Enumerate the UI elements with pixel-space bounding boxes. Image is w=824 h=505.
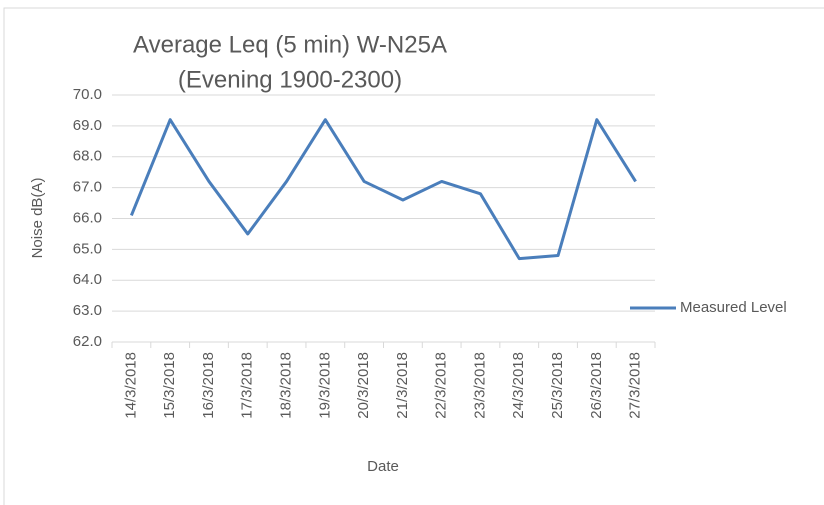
y-axis-label: Noise dB(A) (29, 178, 46, 259)
x-tick-label: 19/3/2018 (316, 352, 333, 419)
x-tick-label: 21/3/2018 (394, 352, 411, 419)
y-tick-label: 62.0 (73, 333, 102, 350)
y-tick-label: 70.0 (73, 86, 102, 103)
x-tick-label: 17/3/2018 (239, 352, 256, 419)
x-tick-label: 15/3/2018 (161, 352, 178, 419)
y-tick-label: 67.0 (73, 179, 102, 196)
legend-label: Measured Level (680, 299, 787, 316)
x-tick-label: 14/3/2018 (122, 352, 139, 419)
y-tick-label: 63.0 (73, 302, 102, 319)
x-tick-label: 18/3/2018 (278, 352, 295, 419)
chart-frame (3, 7, 824, 505)
x-tick-label: 20/3/2018 (355, 352, 372, 419)
y-tick-label: 64.0 (73, 271, 102, 288)
x-tick-label: 16/3/2018 (200, 352, 217, 419)
chart-subtitle: (Evening 1900-2300) (178, 66, 402, 93)
x-tick-label: 23/3/2018 (471, 352, 488, 419)
y-tick-label: 68.0 (73, 148, 102, 165)
y-tick-label: 65.0 (73, 240, 102, 257)
y-tick-label: 69.0 (73, 117, 102, 134)
x-tick-label: 22/3/2018 (433, 352, 450, 419)
x-tick-label: 26/3/2018 (588, 352, 605, 419)
x-tick-label: 24/3/2018 (510, 352, 527, 419)
y-tick-label: 66.0 (73, 209, 102, 226)
data-line (130, 118, 637, 261)
x-axis-label: Date (367, 458, 399, 475)
x-tick-label: 27/3/2018 (627, 352, 644, 419)
chart-title: Average Leq (5 min) W-N25A (133, 31, 447, 58)
x-tick-label: 25/3/2018 (549, 352, 566, 419)
